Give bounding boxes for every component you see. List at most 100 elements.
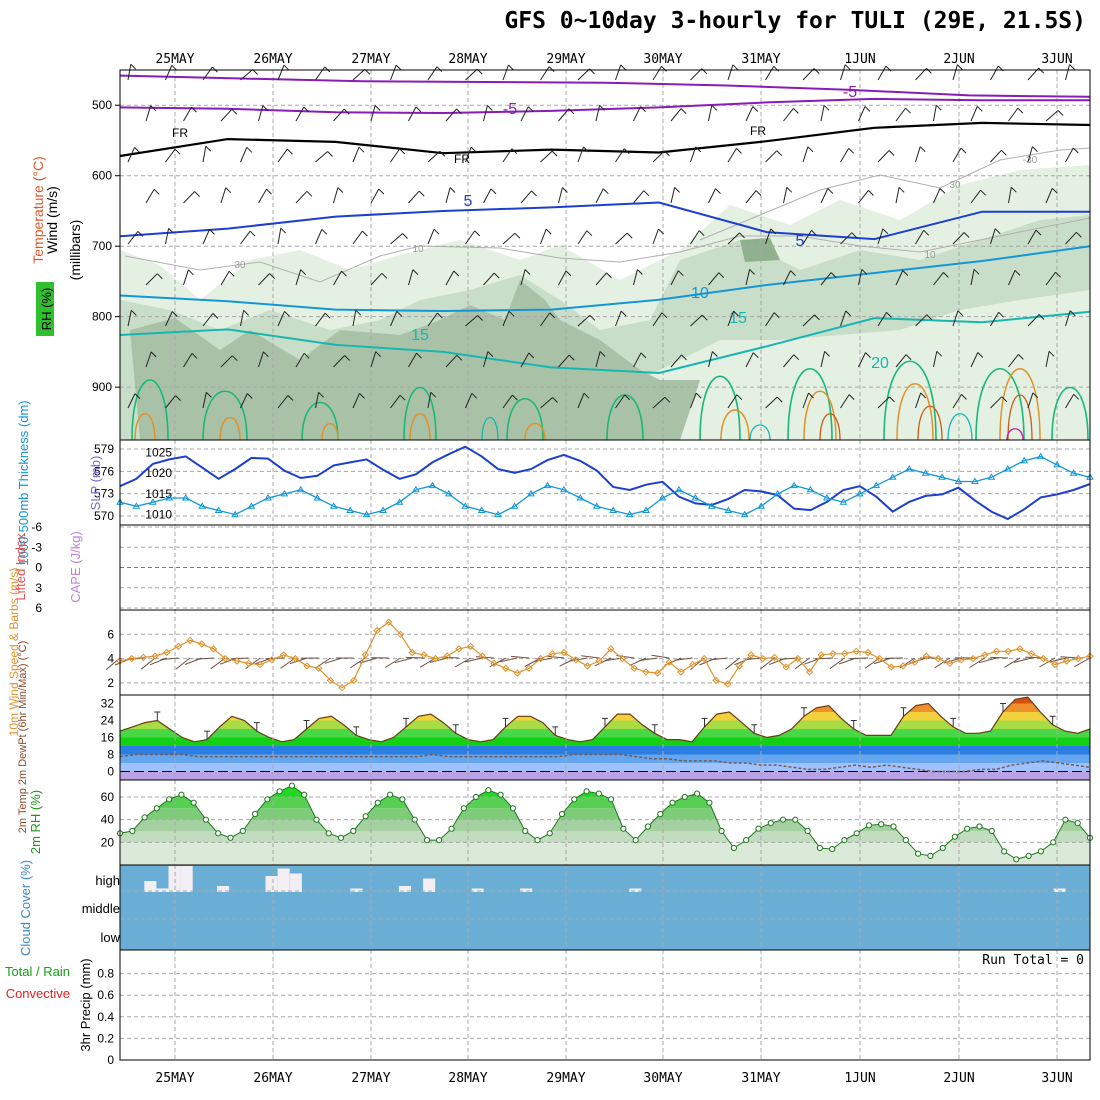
wind-barb [240,230,251,245]
cloud-gap-bar [423,878,436,892]
wind-barb [240,310,245,327]
wind-barb [727,64,734,81]
wind-barb-flag [303,106,310,113]
wind-barb-flag [865,352,871,358]
wind-barb-flag [228,270,235,277]
wind-barb [633,352,642,368]
wind-speed-marker [934,654,942,663]
wind-barb-flag [439,150,446,157]
wind-barb-flag [905,107,911,114]
wind-barb [745,352,754,368]
contour-label: -5 [503,101,517,118]
wind-speed-marker [852,647,861,656]
wind-barb-flag [811,230,817,236]
wind-barb-flag [718,272,725,279]
rh-marker [141,814,148,821]
slp-marker [938,473,946,480]
wind-speed-marker [314,664,323,673]
rh-marker [865,822,873,829]
precip-tick-label: 0.2 [97,1031,114,1045]
wind-barb-flag [599,351,606,357]
wind-barb-flag [280,227,287,234]
surface-wind-barb [1013,657,1032,663]
wind-speed-marker [186,636,194,645]
wind-barb-flag [246,393,253,399]
contour-label: 20 [871,355,889,372]
wind-speed-marker [1016,645,1024,653]
wind-barb [840,232,853,245]
wind-barb-flag [487,105,493,111]
chart-title: GFS 0~10day 3-hourly for TULI (29E, 21.5… [504,8,1086,34]
wind-barb [165,311,173,327]
wind-barb [1027,146,1033,163]
surface-wind-barb [1048,657,1067,663]
wind-barb-flag [430,391,437,398]
wind-barb-flag [973,268,980,275]
wind-barb [165,228,170,245]
wind-barb [970,189,981,204]
cloud-gap-bar [471,888,484,892]
slp-marker [313,494,322,501]
wind-barb [370,272,383,286]
wind-barb [915,146,921,163]
wind-barb [652,228,659,245]
wind-barb [220,108,233,122]
wind-speed-marker [747,651,755,659]
rh-marker [915,850,922,857]
wind-panel: 6 4 2 10m Wind Speed & Barbs (m/s) [7,568,1094,736]
wind-barb [127,64,132,81]
surface-wind-barb [511,655,530,659]
surface-wind-barb [581,655,600,659]
wind-barb-flag [808,392,814,399]
surface-wind-barb [195,657,214,660]
rh-marker [448,825,455,832]
bottom-date-label: 1JUN [844,1071,875,1086]
wind-axis-label: Wind (m/s) [44,186,60,254]
wind-barb [540,150,553,163]
slp-tick-label: 1020 [145,466,172,480]
wind-barb [652,66,662,81]
rh-marker [976,823,983,830]
wind-barb-flag [358,146,365,153]
slp-axis-label: SLP (mb) [88,456,103,511]
wind-barb [933,188,941,204]
rh-marker [497,791,504,798]
wind-barb-flag [156,273,163,280]
wind-barb [765,150,778,163]
wind-barb-flag [677,270,684,277]
wind-barb-flag [602,188,609,195]
wind-barb-flag [287,148,293,155]
temp-15c-lobe [947,413,973,441]
wind-barb [277,228,282,245]
wind-barb [840,148,850,163]
slp-tick-label: 1010 [145,508,172,522]
wind-barb [295,353,305,368]
wind-barb [540,397,553,409]
wind-barb-flag [1010,186,1017,193]
wind-barb [895,354,907,368]
slp-tick-label: 1025 [145,445,172,459]
wind-barb-flag [150,105,157,112]
wind-barb [595,105,601,122]
wind-barb-flag [1048,350,1055,357]
cloud-gap-bar [629,888,642,892]
wind-barb-flag [1051,187,1058,194]
thickness-slp-panel: 579 576 573 570 1025 1020 1015 1010 1000-500mb T… [16,400,1094,566]
wind-barb [652,396,666,409]
wind-barb-flag [823,104,830,111]
wind-barb [220,187,227,204]
rh-marker [301,791,308,798]
wind-barb [202,146,207,163]
wind-speed-marker [1074,654,1083,663]
temp-bands [120,697,1090,780]
wind-barb-flag [1069,64,1075,70]
surface-wind-barb [394,657,413,664]
wind-barb [240,69,253,81]
wind-barb-flag [194,191,200,197]
wind-barb [333,355,345,368]
wind-barb [408,352,417,368]
temp-band [120,763,1090,772]
wind-barb [390,148,401,163]
surface-wind-barb [464,657,483,663]
wind-barb-flag [471,392,478,399]
